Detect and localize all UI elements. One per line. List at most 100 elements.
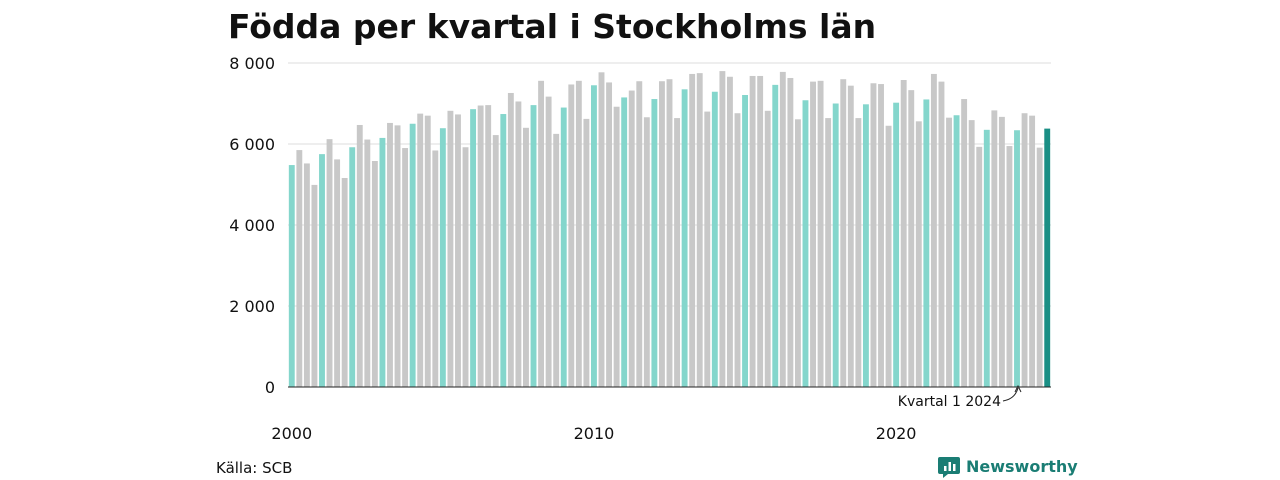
bar <box>507 92 514 387</box>
bar <box>666 79 673 387</box>
bar <box>953 115 960 387</box>
source-label: Källa: SCB <box>216 459 292 477</box>
bar <box>303 163 310 387</box>
bar <box>598 72 605 387</box>
bar <box>341 178 348 387</box>
bar <box>643 117 650 388</box>
bar <box>862 104 869 387</box>
bar <box>319 154 325 388</box>
bar <box>356 124 363 387</box>
bar <box>726 76 733 388</box>
bars <box>288 71 1051 388</box>
bar <box>651 99 658 387</box>
bar <box>1036 147 1043 387</box>
bar <box>802 100 809 387</box>
bar <box>432 150 439 387</box>
bar <box>545 96 552 388</box>
bar <box>470 109 477 388</box>
bar <box>311 184 318 387</box>
bar <box>742 95 748 387</box>
bar <box>998 116 1005 388</box>
bar <box>983 129 990 387</box>
bar <box>840 79 847 387</box>
bar <box>832 103 839 387</box>
bar <box>847 85 854 388</box>
bar <box>485 105 492 388</box>
bar <box>591 85 597 388</box>
bar <box>734 113 741 387</box>
bar <box>674 118 680 387</box>
bar <box>772 84 779 388</box>
bar <box>349 147 356 387</box>
bar <box>326 139 333 387</box>
bar <box>825 118 832 387</box>
y-tick-label: 0 <box>265 378 275 397</box>
bar <box>749 75 756 388</box>
bar <box>621 97 628 388</box>
bar <box>704 111 711 387</box>
bar <box>613 106 620 388</box>
bar <box>364 139 371 387</box>
bar <box>409 123 416 387</box>
bar <box>794 119 801 387</box>
bar <box>402 148 409 387</box>
bar <box>515 101 522 387</box>
bar <box>560 107 567 388</box>
bar <box>1014 130 1020 388</box>
x-tick-label: 2020 <box>876 424 917 443</box>
bar <box>696 73 703 388</box>
bar <box>568 84 575 387</box>
bar <box>462 147 469 387</box>
bar <box>893 102 900 387</box>
bar <box>424 115 431 388</box>
bar <box>288 165 295 387</box>
bar <box>810 81 816 387</box>
bar <box>394 125 401 388</box>
bar <box>719 71 726 387</box>
bar <box>976 146 983 387</box>
bar <box>900 80 907 387</box>
bar <box>908 90 915 387</box>
bar <box>575 80 582 387</box>
annotation: Kvartal 1 2024 <box>898 384 1022 410</box>
y-axis: 0 2 000 4 000 6 000 8 000 <box>229 54 275 397</box>
bar <box>923 99 930 387</box>
bar <box>530 105 537 388</box>
bar <box>387 122 393 387</box>
bar <box>628 90 635 387</box>
annotation-label: Kvartal 1 2024 <box>898 394 1001 410</box>
bar <box>764 110 771 387</box>
y-tick-label: 6 000 <box>229 135 275 154</box>
bar <box>477 105 484 388</box>
bar <box>439 128 446 387</box>
bar <box>787 77 794 388</box>
bar <box>523 127 529 388</box>
bar <box>885 125 892 388</box>
brand-logo: Newsworthy <box>938 457 1078 478</box>
bar <box>455 114 461 387</box>
y-tick-label: 8 000 <box>229 54 275 73</box>
bar <box>779 71 786 387</box>
bar <box>757 75 764 388</box>
bar <box>659 81 665 387</box>
brand-name: Newsworthy <box>966 457 1078 476</box>
bar <box>447 110 454 387</box>
bar <box>296 150 303 387</box>
bar <box>606 82 613 387</box>
bar <box>500 114 507 387</box>
bar <box>930 73 937 387</box>
bar <box>334 159 341 387</box>
x-axis: 2000 2010 2020 <box>271 424 916 443</box>
bar <box>938 81 945 387</box>
x-tick-label: 2000 <box>271 424 312 443</box>
bar <box>1006 146 1013 387</box>
bar <box>968 120 975 388</box>
bar <box>711 91 718 387</box>
bar <box>689 73 696 387</box>
bar <box>817 80 824 387</box>
bar <box>636 81 643 387</box>
bar <box>1021 113 1028 387</box>
bar-latest <box>1044 128 1051 388</box>
